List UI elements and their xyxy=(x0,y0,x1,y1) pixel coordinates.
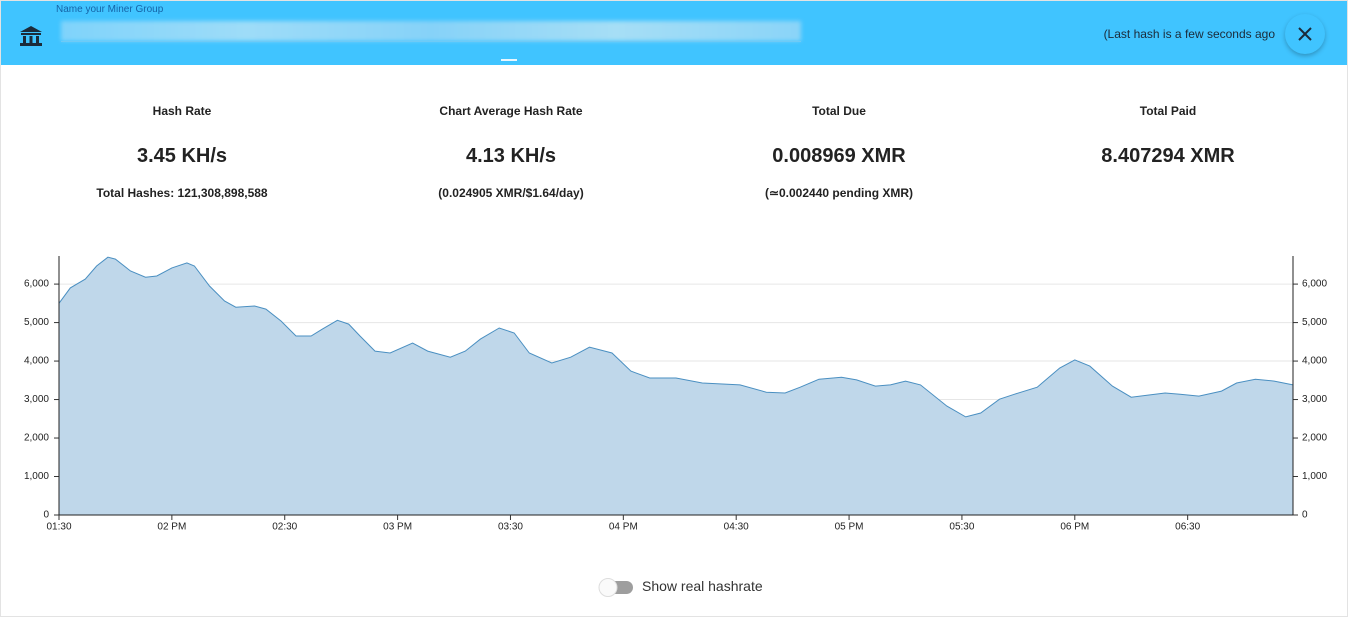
y2-tick-label: 4,000 xyxy=(1302,356,1327,367)
y2-tick-label: 5,000 xyxy=(1302,317,1327,328)
area-fill xyxy=(59,257,1293,515)
stat-value: 0.008969 XMR xyxy=(772,145,906,167)
x-tick-label: 05 PM xyxy=(835,522,864,533)
bank-icon xyxy=(20,26,42,46)
stat-label: Chart Average Hash Rate xyxy=(439,104,583,118)
y-tick-label: 2,000 xyxy=(24,433,49,444)
cursor xyxy=(501,59,517,61)
stat-sub: Total Hashes: 121,308,898,588 xyxy=(96,186,268,200)
x-tick-label: 04 PM xyxy=(609,522,638,533)
y-tick-label: 4,000 xyxy=(24,356,49,367)
last-hash-status: (Last hash is a few seconds ago xyxy=(1103,27,1275,41)
y-tick-label: 5,000 xyxy=(24,317,49,328)
x-tick-label: 03:30 xyxy=(498,522,523,533)
x-tick-label: 04:30 xyxy=(724,522,749,533)
area-line xyxy=(58,256,1294,418)
y2-tick-label: 3,000 xyxy=(1302,394,1327,405)
x-tick-label: 02 PM xyxy=(157,522,186,533)
stat-value: 3.45 KH/s xyxy=(136,145,228,167)
stat-sub: (0.024905 XMR/$1.64/day) xyxy=(438,186,584,200)
input-underline xyxy=(61,41,801,42)
x-tick-label: 01:30 xyxy=(46,522,71,533)
y-tick-label: 1,000 xyxy=(24,471,49,482)
stat-label: Total Paid xyxy=(1139,104,1197,118)
y2-tick-label: 2,000 xyxy=(1302,433,1327,444)
stat-sub: (≃0.002440 pending XMR) xyxy=(764,186,914,200)
stat-value: 4.13 KH/s xyxy=(465,145,557,167)
hashrate-chart: 0 1,000 2,000 3,000 4,000 5,000 6,000 0 1,000 2,0… xyxy=(24,256,1327,533)
stat-value: 8.407294 XMR xyxy=(1101,145,1235,167)
y-tick-label: 0 xyxy=(43,510,49,521)
header: Name your Miner Group (Last hash is a fe… xyxy=(1,1,1347,65)
input-label: Name your Miner Group xyxy=(56,4,164,15)
x-tick-label: 05:30 xyxy=(949,522,974,533)
toggle-switch[interactable] xyxy=(597,575,637,599)
close-button[interactable] xyxy=(1285,14,1325,54)
group-name-input[interactable] xyxy=(61,21,801,41)
close-icon xyxy=(1298,27,1312,41)
y-tick-label: 3,000 xyxy=(24,394,49,405)
x-tick-label: 06 PM xyxy=(1060,522,1089,533)
y2-tick-label: 6,000 xyxy=(1302,279,1327,290)
y2-tick-label: 0 xyxy=(1302,510,1308,521)
x-tick-label: 02:30 xyxy=(272,522,297,533)
y-tick-label: 6,000 xyxy=(24,279,49,290)
toggle-label: Show real hashrate xyxy=(642,578,763,594)
y2-tick-label: 1,000 xyxy=(1302,471,1327,482)
x-tick-label: 06:30 xyxy=(1175,522,1200,533)
stat-label: Total Due xyxy=(812,104,866,118)
stat-label: Hash Rate xyxy=(152,104,212,118)
x-tick-label: 03 PM xyxy=(383,522,412,533)
